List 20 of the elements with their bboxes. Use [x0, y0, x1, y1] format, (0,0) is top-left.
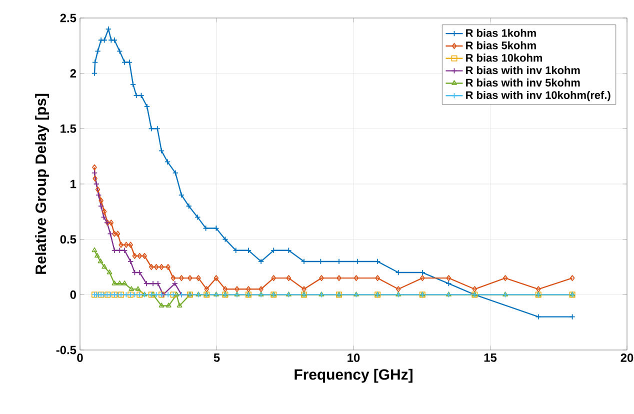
x-tick-label: 5: [214, 354, 220, 362]
y-axis-title: Relative Group Delay [ps]: [35, 94, 50, 274]
y-tick-label: 0.5: [60, 235, 76, 244]
legend-label: R bias 5kohm: [466, 41, 536, 50]
x-tick-label: 20: [620, 354, 634, 362]
x-axis-title: Frequency [GHz]: [294, 368, 412, 383]
y-tick-label: -0.5: [56, 346, 76, 354]
legend-label: R bias with inv 5kohm: [466, 78, 580, 87]
y-tick-label: 2: [70, 69, 76, 78]
legend-label: R bias with inv 10kohm(ref.): [466, 90, 610, 102]
x-tick-label: 15: [484, 354, 497, 362]
y-tick-label: 2.5: [60, 14, 76, 22]
y-tick-label: 1.5: [60, 124, 76, 133]
y-tick-label: 0: [70, 290, 76, 299]
x-tick-label: 0: [77, 354, 83, 362]
x-tick-label: 10: [348, 354, 360, 362]
legend-label: R bias with inv 1kohm: [466, 66, 580, 74]
y-tick-label: 1: [70, 180, 76, 188]
legend-label: R bias 1kohm: [466, 28, 536, 37]
legend-label: R bias 10kohm: [466, 54, 542, 62]
